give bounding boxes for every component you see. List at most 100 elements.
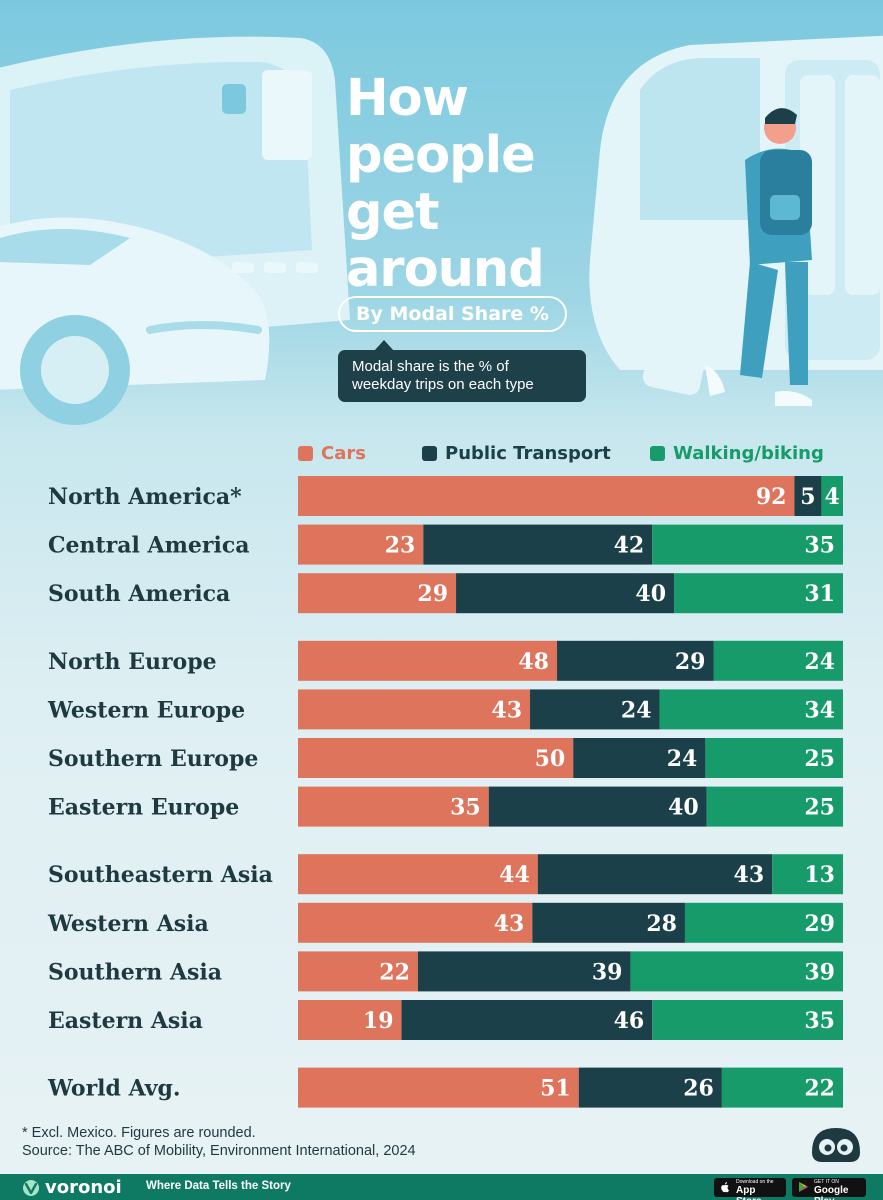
- value-label-cars-eastern-europe: 35: [450, 795, 481, 821]
- value-label-cars-north-europe: 48: [518, 649, 549, 675]
- bar-public-transport-south-america: [456, 573, 675, 614]
- legend-label-walking-biking: Walking/biking: [673, 443, 824, 464]
- value-label-public-transport-western-asia: 28: [646, 911, 677, 937]
- legend-swatch-cars: [298, 446, 313, 461]
- bar-walking-biking-southeastern-asia: [772, 854, 843, 895]
- apple-icon: [721, 1182, 729, 1193]
- value-label-cars-north-america: 92: [756, 484, 787, 510]
- title-line: How: [346, 69, 469, 128]
- value-label-public-transport-eastern-europe: 40: [668, 795, 699, 821]
- category-label-southern-asia: Southern Asia: [48, 959, 222, 985]
- brand[interactable]: voronoi: [22, 1177, 122, 1198]
- value-label-cars-eastern-asia: 19: [363, 1008, 394, 1034]
- value-label-cars-central-america: 23: [385, 533, 416, 559]
- note-pointer: [374, 340, 394, 351]
- bar-public-transport-western-europe: [530, 689, 660, 730]
- value-label-public-transport-south-america: 40: [635, 581, 666, 607]
- bar-walking-biking-southern-asia: [630, 951, 843, 992]
- bar-cars-southern-europe: [298, 738, 574, 778]
- app-store-main: App Store: [736, 1185, 762, 1200]
- value-label-public-transport-north-america: 5: [800, 484, 815, 510]
- category-label-eastern-europe: Eastern Europe: [48, 795, 239, 821]
- bar-cars-south-america: [298, 573, 457, 614]
- category-label-world-avg: World Avg.: [47, 1076, 181, 1102]
- title-line: get: [346, 183, 439, 242]
- value-label-cars-world-avg: 51: [540, 1076, 571, 1102]
- category-label-southern-europe: Southern Europe: [48, 746, 258, 772]
- note-line: Modal share is the % of: [352, 358, 509, 375]
- value-label-public-transport-southern-europe: 24: [667, 746, 698, 772]
- bar-cars-western-europe: [298, 689, 531, 730]
- google-play-main: Google Play: [814, 1185, 849, 1200]
- value-label-walking-biking-world-avg: 22: [804, 1076, 835, 1102]
- bar-walking-biking-eastern-asia: [652, 1000, 843, 1040]
- value-label-cars-southern-asia: 22: [379, 959, 410, 985]
- value-label-public-transport-eastern-asia: 46: [614, 1008, 645, 1034]
- bar-walking-biking-north-europe: [713, 640, 843, 681]
- tagline: Where Data Tells the Story: [146, 1180, 291, 1192]
- bar-cars-eastern-europe: [298, 786, 489, 827]
- value-label-walking-biking-north-america: 4: [825, 484, 840, 510]
- value-label-cars-southern-europe: 50: [535, 746, 566, 772]
- value-label-walking-biking-central-america: 35: [804, 533, 835, 559]
- bar-walking-biking-world-avg: [721, 1067, 843, 1108]
- legend-label-public-transport: Public Transport: [445, 443, 611, 464]
- bar-public-transport-central-america: [423, 524, 653, 565]
- bar-cars-western-asia: [298, 902, 533, 943]
- chart-subtitle: By Modal Share %: [338, 296, 567, 332]
- google-play-top: GET IT ON: [814, 1179, 839, 1185]
- footnote: * Excl. Mexico. Figures are rounded. Sou…: [22, 1124, 416, 1160]
- legend-swatch-public-transport: [422, 446, 437, 461]
- value-label-walking-biking-southern-europe: 25: [804, 746, 835, 772]
- brand-name: voronoi: [45, 1177, 122, 1198]
- category-label-western-asia: Western Asia: [47, 911, 209, 937]
- bar-walking-biking-north-america: [821, 476, 843, 516]
- value-label-walking-biking-southeastern-asia: 13: [804, 862, 835, 888]
- definition-note: Modal share is the % of weekday trips on…: [338, 350, 586, 402]
- value-label-walking-biking-eastern-europe: 25: [804, 795, 835, 821]
- bar-public-transport-eastern-europe: [488, 786, 707, 827]
- bar-walking-biking-south-america: [674, 573, 843, 614]
- value-label-public-transport-southern-asia: 39: [592, 959, 623, 985]
- bar-cars-southern-asia: [298, 951, 418, 992]
- footer-bar: voronoi Where Data Tells the Story Downl…: [0, 1174, 883, 1200]
- bar-cars-north-america: [298, 476, 795, 516]
- bar-public-transport-western-asia: [532, 902, 685, 943]
- note-line: weekday trips on each type: [352, 376, 534, 393]
- value-label-walking-biking-eastern-asia: 35: [804, 1008, 835, 1034]
- chart-legend: Cars Public Transport Walking/biking: [298, 443, 843, 467]
- google-play-icon: [799, 1182, 808, 1192]
- bar-public-transport-world-avg: [578, 1067, 722, 1108]
- bar-cars-eastern-asia: [298, 1000, 402, 1040]
- category-label-central-america: Central America: [48, 533, 249, 559]
- title-line: around: [346, 240, 545, 299]
- value-label-cars-south-america: 29: [417, 581, 448, 607]
- category-label-north-europe: North Europe: [48, 649, 217, 675]
- category-label-eastern-asia: Eastern Asia: [48, 1008, 203, 1034]
- footnote-note: * Excl. Mexico. Figures are rounded.: [22, 1125, 256, 1141]
- legend-swatch-walking-biking: [650, 446, 665, 461]
- bar-cars-north-europe: [298, 640, 558, 681]
- voronoi-logo-icon: [23, 1179, 39, 1196]
- app-store-top: Download on the: [736, 1179, 774, 1185]
- value-label-public-transport-western-europe: 24: [621, 697, 652, 723]
- bar-cars-southeastern-asia: [298, 854, 538, 895]
- value-label-public-transport-southeastern-asia: 43: [734, 862, 765, 888]
- legend-item-cars: Cars: [298, 443, 366, 464]
- bar-cars-central-america: [298, 524, 424, 565]
- title-line: people: [346, 126, 536, 185]
- value-label-walking-biking-southern-asia: 39: [804, 959, 835, 985]
- bar-public-transport-north-europe: [557, 640, 714, 681]
- voronoi-mascot-icon: [812, 1128, 860, 1162]
- category-label-western-europe: Western Europe: [47, 697, 245, 723]
- google-play-badge[interactable]: GET IT ON Google Play: [792, 1178, 866, 1200]
- legend-label-cars: Cars: [321, 443, 366, 464]
- bar-walking-biking-southern-europe: [705, 738, 843, 778]
- app-store-badge[interactable]: Download on the App Store: [714, 1178, 786, 1200]
- chart-title: How people get around: [346, 69, 545, 299]
- category-label-north-america: North America*: [48, 484, 242, 510]
- bar-walking-biking-eastern-europe: [706, 786, 843, 827]
